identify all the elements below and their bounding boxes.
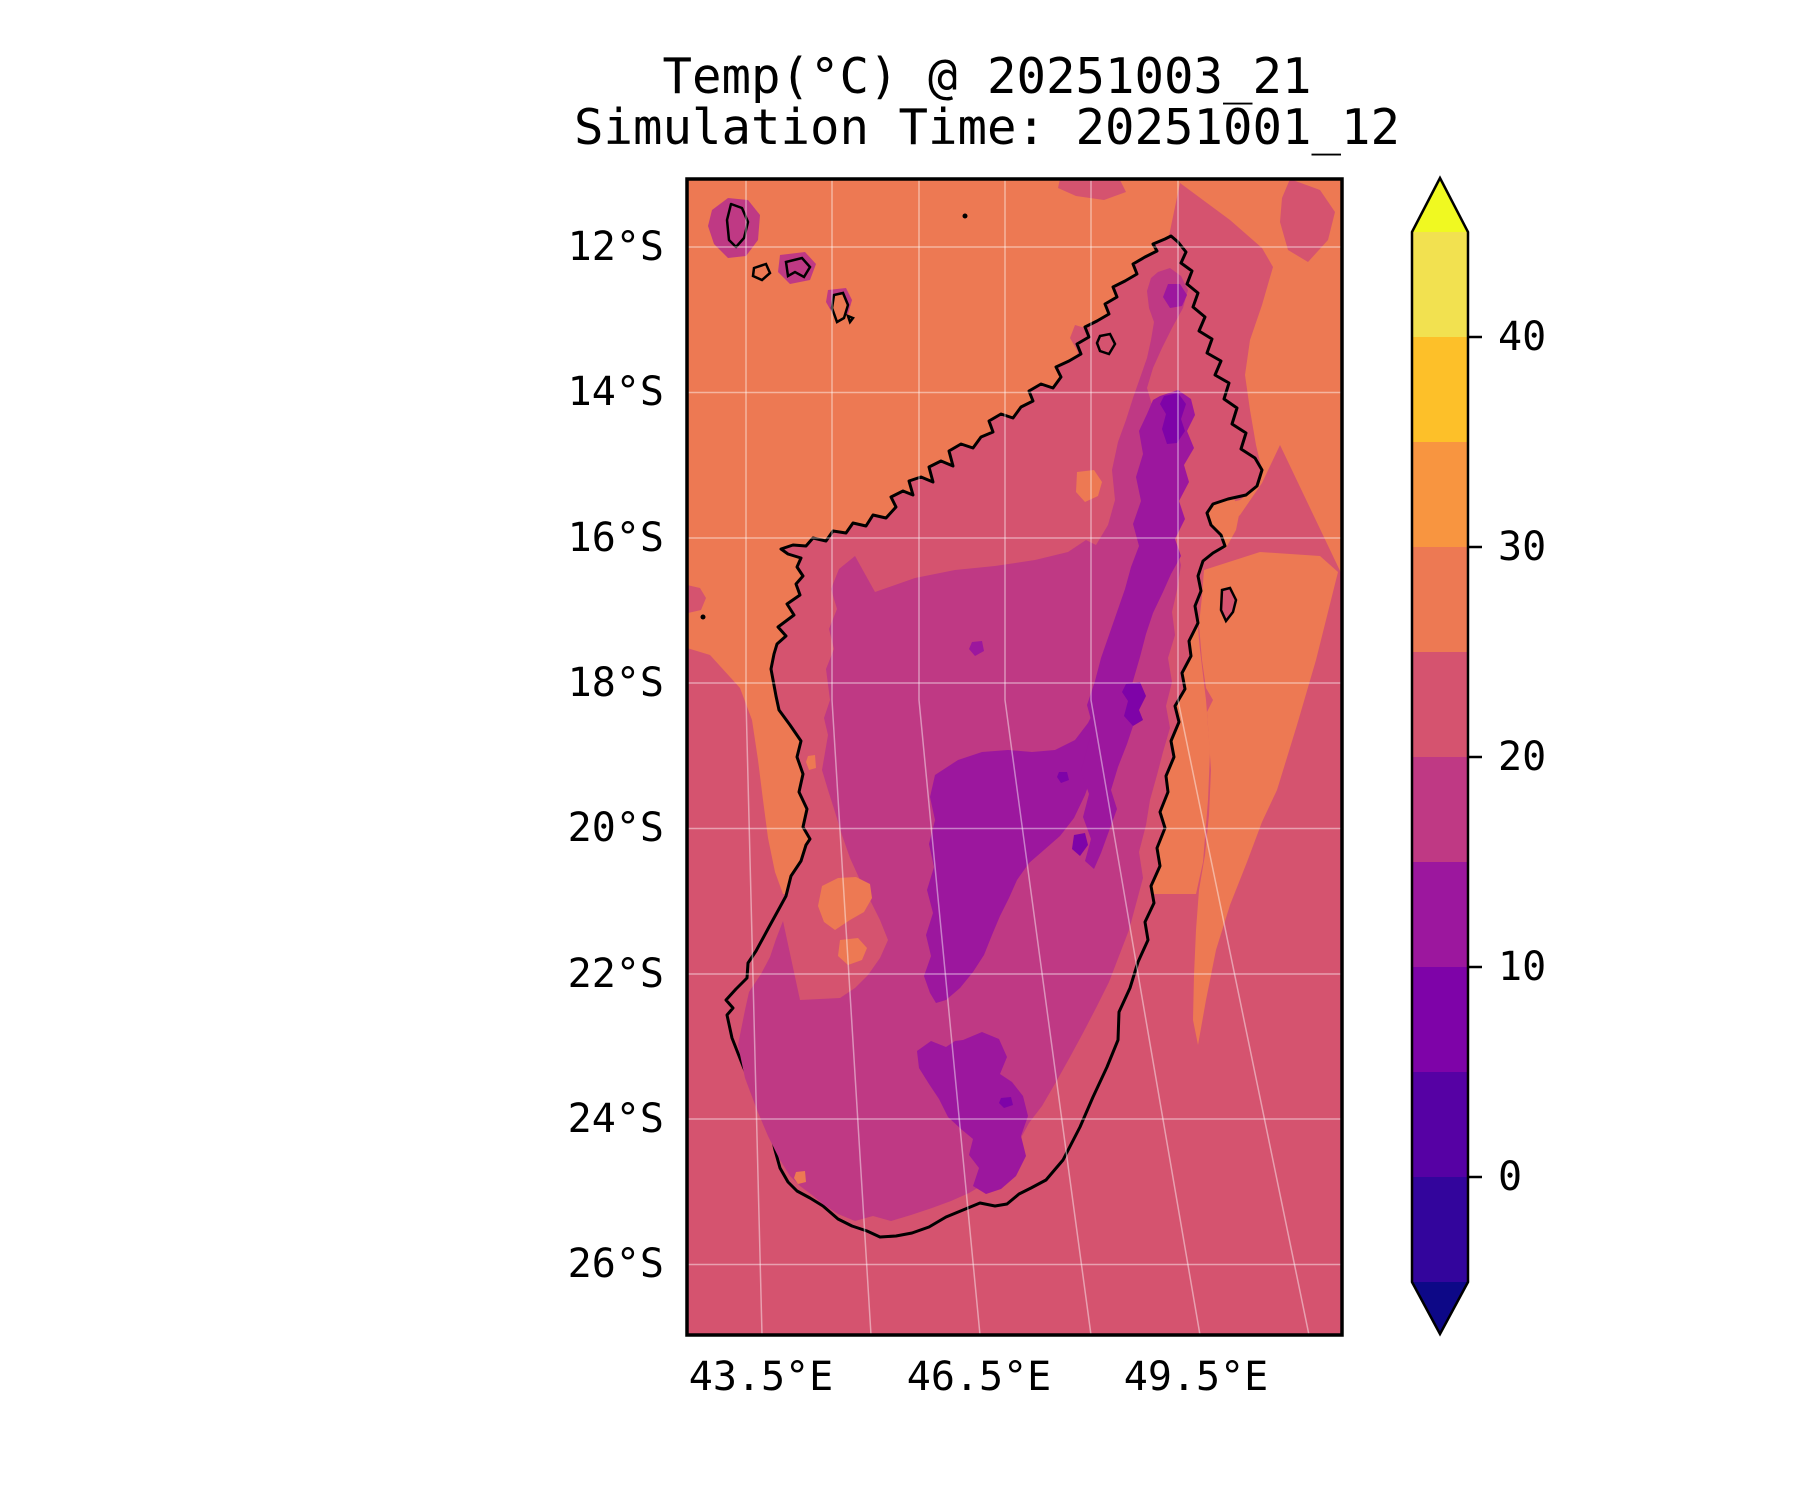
colorbar-under-arrow (1412, 1282, 1468, 1334)
warm-patch-sw-2 (838, 938, 867, 965)
cold-core-north (1160, 393, 1186, 444)
colorbar-seg-25-30 (1412, 547, 1468, 652)
colorbar-seg-m5-0 (1412, 1177, 1468, 1282)
colorbar-tick-label: 30 (1498, 524, 1547, 570)
juan-de-nova-islet-dot (700, 614, 706, 620)
interior-cool-region (738, 268, 1188, 1221)
warm-patch-sw-1 (818, 877, 872, 930)
highlands-central (924, 694, 1110, 1003)
warm-patch-w (806, 755, 816, 770)
anjouan-island (784, 256, 812, 279)
y-tick-label: 14°S (567, 369, 664, 415)
highlands-south (917, 1032, 1028, 1194)
colorbar-seg-30-35 (1412, 442, 1468, 547)
colorbar-outline (1410, 175, 1470, 1337)
ocean-warm-band-east (1193, 552, 1338, 1045)
colorbar-seg-40-45 (1412, 232, 1468, 337)
cold-core-central-1 (1072, 833, 1088, 856)
y-tick-label: 26°S (567, 1241, 664, 1287)
colorbar-seg-0-5 (1412, 1072, 1468, 1177)
colorbar-tick-label: 10 (1498, 944, 1547, 990)
glorioso-islet-dot (962, 213, 968, 219)
colorbar (1410, 175, 1482, 1337)
highlands-small-spot (969, 641, 984, 656)
colorbar-over-arrow (1412, 178, 1468, 232)
colorbar-seg-5-10 (1412, 967, 1468, 1072)
y-tick-label: 16°S (567, 515, 664, 561)
warm-patch-se-coast (794, 1171, 806, 1184)
colorbar-seg-15-20 (1412, 757, 1468, 862)
y-tick-label: 22°S (567, 951, 664, 997)
x-tick-label: 46.5°E (906, 1354, 1052, 1400)
highlands-north-spot (1163, 284, 1187, 308)
cold-core-south (999, 1097, 1013, 1108)
moheli-island (751, 262, 772, 282)
warm-patch-betsiboka (1076, 470, 1102, 502)
highlands-east-band (1081, 390, 1195, 869)
nosy-boraha-island (1219, 586, 1238, 624)
colorbar-tick-label: 20 (1498, 734, 1547, 780)
x-tick-label: 43.5°E (688, 1354, 834, 1400)
x-tick-label: 49.5°E (1123, 1354, 1269, 1400)
colorbar-seg-35-40 (1412, 337, 1468, 442)
chart-subtitle: Simulation Time: 20251001_12 (573, 99, 1401, 156)
temperature-contour-map (687, 179, 1342, 1335)
grande-comore-island (725, 202, 750, 249)
colorbar-seg-20-25 (1412, 652, 1468, 757)
ocean-rose-wisp-corner (1280, 179, 1335, 262)
chart-title: Temp(°C) @ 20251003_21 (662, 48, 1312, 105)
y-tick-label: 20°S (567, 805, 664, 851)
y-tick-label: 12°S (567, 224, 664, 270)
y-tick-label: 24°S (567, 1096, 664, 1142)
colorbar-tick-label: 0 (1498, 1154, 1523, 1200)
colorbar-tick-label: 40 (1498, 314, 1547, 360)
colorbar-tick-marks (1468, 335, 1482, 1179)
plot-border (685, 177, 1344, 1337)
nosy-be-island (1095, 332, 1117, 356)
y-tick-label: 18°S (567, 660, 664, 706)
ocean-rose-wisp-top (1058, 179, 1126, 200)
colorbar-seg-10-15 (1412, 862, 1468, 967)
mayotte-island (830, 291, 855, 325)
gridlines (687, 179, 1342, 1335)
ocean-rose-patch-west (687, 585, 706, 613)
cold-core-east (1122, 682, 1146, 726)
cold-core-central-2 (1057, 772, 1069, 783)
